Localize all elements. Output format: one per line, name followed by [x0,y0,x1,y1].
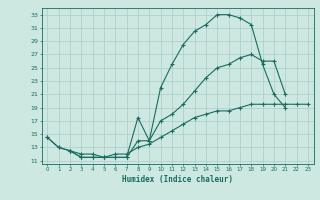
X-axis label: Humidex (Indice chaleur): Humidex (Indice chaleur) [122,175,233,184]
